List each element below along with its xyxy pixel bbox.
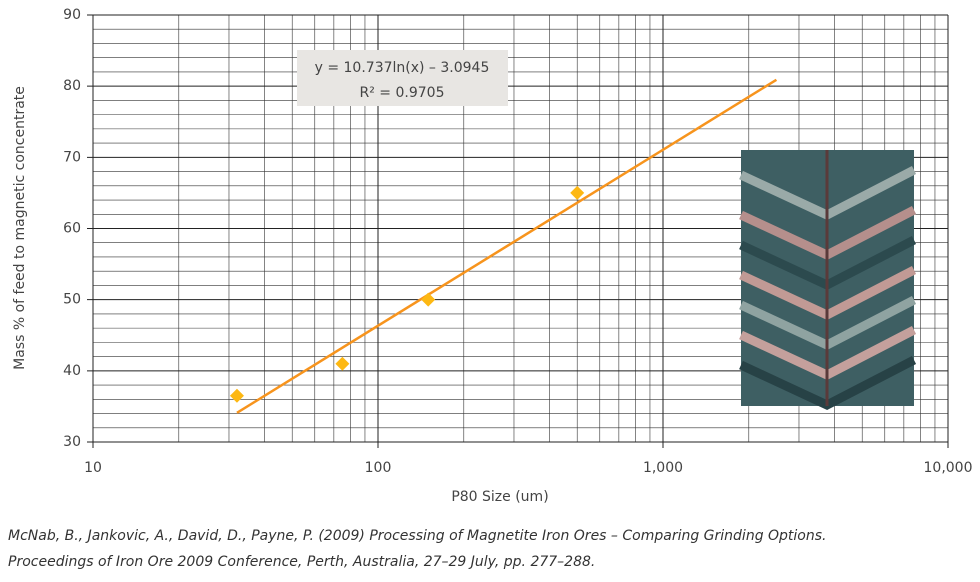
y-tick-label: 80 xyxy=(63,78,81,94)
y-tick-label: 50 xyxy=(63,292,81,308)
trend-r2: R² = 0.9705 xyxy=(360,85,445,101)
equation-box xyxy=(297,50,508,106)
x-axis-label: P80 Size (um) xyxy=(451,489,548,505)
point xyxy=(229,388,244,403)
point xyxy=(421,292,436,307)
trendline xyxy=(236,78,778,414)
y-axis-label: Mass % of feed to magnetic concentrate xyxy=(12,86,28,370)
y-tick-label: 70 xyxy=(63,149,81,165)
photo-inset xyxy=(739,150,917,411)
y-tick-label: 40 xyxy=(63,363,81,379)
x-tick-label: 1,000 xyxy=(643,460,683,476)
x-tick-label: 100 xyxy=(365,460,392,476)
point xyxy=(335,356,350,371)
caption: Proceedings of Iron Ore 2009 Conference,… xyxy=(8,554,595,570)
y-tick-label: 60 xyxy=(63,221,81,237)
x-tick-label: 10 xyxy=(84,460,102,476)
y-tick-label: 30 xyxy=(63,434,81,450)
caption: McNab, B., Jankovic, A., David, D., Payn… xyxy=(8,528,827,544)
x-tick-label: 10,000 xyxy=(924,460,973,476)
y-tick-label: 90 xyxy=(63,7,81,23)
point xyxy=(570,185,585,200)
trend-equation: y = 10.737ln(x) – 3.0945 xyxy=(315,60,490,76)
plot xyxy=(229,78,778,414)
